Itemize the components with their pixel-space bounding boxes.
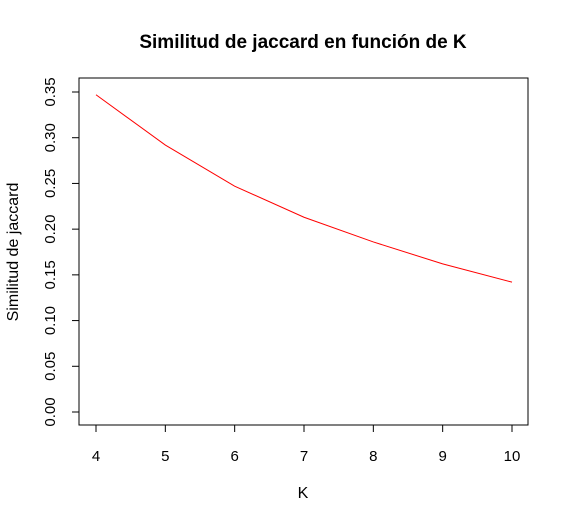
y-tick-label: 0.30: [42, 123, 59, 152]
series-line: [95, 94, 513, 283]
y-axis-label: Similitud de jaccard: [5, 183, 22, 322]
x-axis: 4 5 6 7 8 9 10: [92, 424, 521, 465]
series-group: [95, 94, 513, 283]
chart-title: Similitud de jaccard en función de K: [139, 32, 467, 53]
x-tick-label: 4: [92, 448, 100, 465]
y-tick-label: 0.05: [42, 352, 59, 381]
y-tick-label: 0.10: [42, 306, 59, 335]
x-tick-label: 6: [230, 448, 238, 465]
x-tick-label: 9: [438, 448, 446, 465]
x-tick-label: 8: [369, 448, 377, 465]
x-tick-label: 5: [161, 448, 169, 465]
y-tick-label: 0.15: [42, 260, 59, 289]
x-tick-label: 7: [300, 448, 308, 465]
x-tick-label: 10: [504, 448, 521, 465]
x-axis-label: K: [298, 485, 309, 502]
y-tick-label: 0.20: [42, 215, 59, 244]
y-tick-label: 0.00: [42, 397, 59, 426]
y-tick-label: 0.35: [42, 77, 59, 106]
y-axis: 0.00 0.05 0.10 0.15 0.20 0.25 0.30 0.35: [42, 77, 80, 427]
plot-box: [78, 77, 529, 426]
y-tick-label: 0.25: [42, 169, 59, 198]
